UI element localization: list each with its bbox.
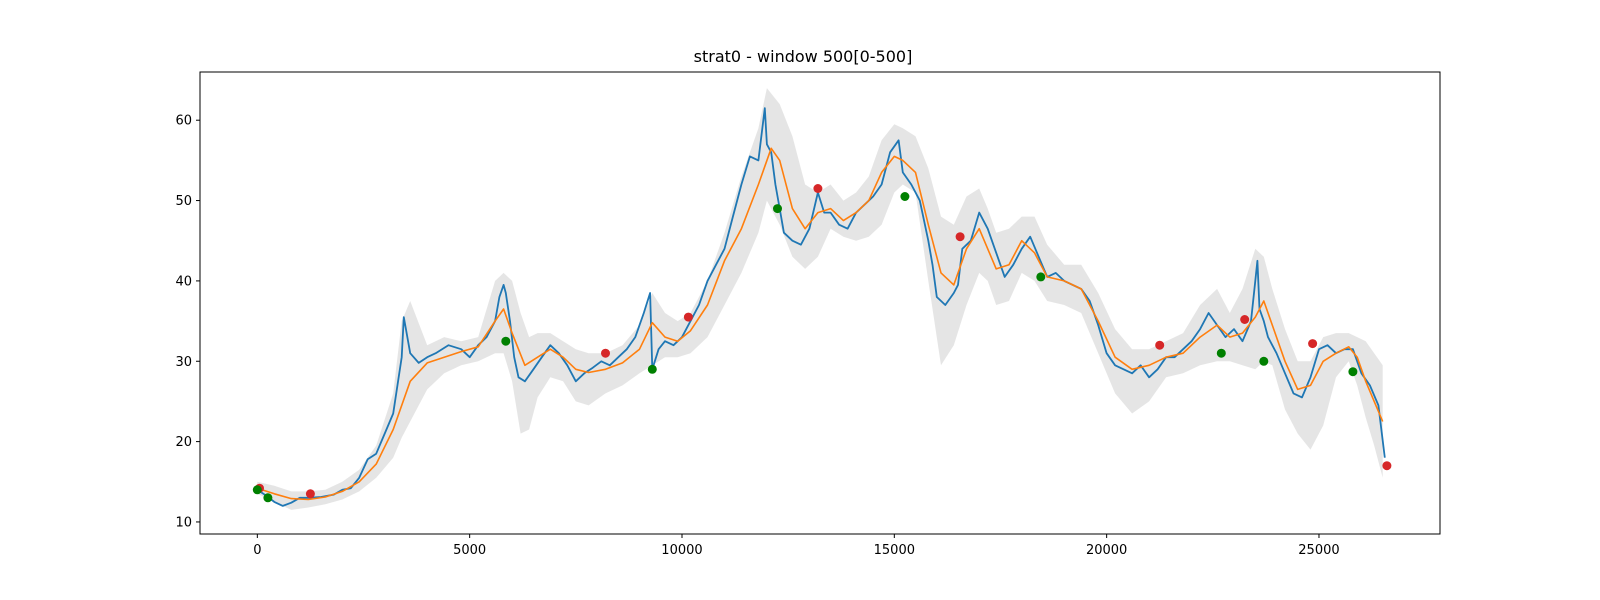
buy-marker xyxy=(1259,356,1269,366)
sell-marker xyxy=(955,232,965,242)
x-tick-label: 20000 xyxy=(1086,543,1127,558)
sell-marker xyxy=(601,348,610,358)
chart-title: strat0 - window 500[0-500] xyxy=(694,47,913,66)
x-tick-label: 25000 xyxy=(1298,543,1339,558)
sell-marker xyxy=(1240,315,1250,324)
buy-marker xyxy=(1216,348,1226,358)
series-line-moving-average xyxy=(257,147,1384,501)
axes-frame xyxy=(199,71,1441,535)
buy-marker xyxy=(263,493,273,503)
sell-marker xyxy=(1308,339,1318,349)
y-tick-label: 60 xyxy=(175,114,192,129)
x-tick-label: 0 xyxy=(253,543,261,558)
sell-marker xyxy=(1382,461,1392,471)
buy-marker xyxy=(773,204,782,214)
buy-marker xyxy=(647,364,657,374)
sell-marker xyxy=(813,184,823,193)
buy-marker xyxy=(252,485,262,495)
buy-marker xyxy=(1036,272,1046,282)
plot-area xyxy=(252,88,1392,510)
y-tick-label: 30 xyxy=(175,355,192,370)
sell-marker xyxy=(305,489,315,499)
band-fill xyxy=(257,88,1383,510)
x-tick-label: 5000 xyxy=(453,543,486,558)
x-tick-label: 10000 xyxy=(661,543,702,558)
y-tick-label: 20 xyxy=(175,435,192,450)
sell-marker xyxy=(1155,340,1165,350)
buy-marker xyxy=(1348,367,1358,377)
x-tick-label: 15000 xyxy=(874,543,915,558)
y-tick-label: 50 xyxy=(175,194,192,209)
buy-marker xyxy=(900,192,910,201)
buy-marker xyxy=(501,336,511,346)
y-tick-label: 10 xyxy=(175,515,192,530)
y-tick-label: 40 xyxy=(175,274,192,289)
sell-marker xyxy=(683,312,693,322)
axis-ticks: 0 5000 10000 15000 20000 25000 10 20 30 40 50 60 xyxy=(175,114,1339,558)
